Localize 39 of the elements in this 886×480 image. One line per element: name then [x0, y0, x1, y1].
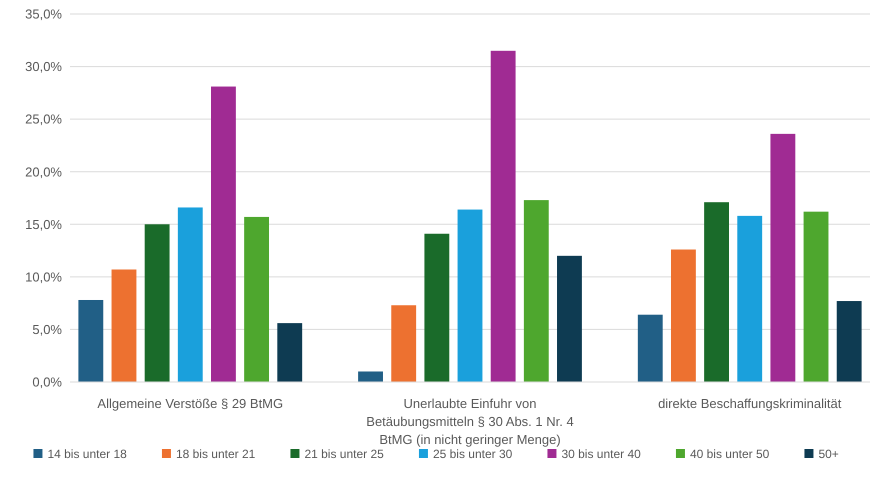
bar	[804, 212, 828, 382]
bar	[277, 323, 302, 382]
y-tick-label: 30,0%	[25, 59, 62, 74]
bar	[78, 300, 104, 382]
legend-label: 18 bis unter 21	[176, 447, 256, 461]
bar	[737, 216, 762, 382]
bar	[424, 234, 450, 382]
legend-label: 14 bis unter 18	[47, 447, 128, 461]
legend-label: 30 bis unter 40	[561, 447, 642, 461]
x-tick-label: direkte Beschaffungskriminalität	[658, 396, 842, 411]
legend-label: 50+	[818, 447, 839, 461]
bar	[704, 202, 729, 382]
y-tick-label: 10,0%	[25, 269, 62, 284]
bar	[358, 371, 383, 382]
bar	[112, 269, 136, 382]
bar	[244, 216, 270, 382]
bar	[144, 224, 170, 382]
bar	[770, 134, 796, 382]
bar	[211, 86, 236, 382]
bar	[490, 50, 516, 382]
bar	[391, 305, 416, 382]
bar	[638, 314, 663, 382]
bar	[524, 200, 549, 382]
y-tick-label: 15,0%	[25, 216, 62, 232]
bar	[670, 250, 696, 382]
y-tick-label: 5,0%	[32, 322, 62, 337]
y-tick-label: 35,0%	[25, 6, 62, 22]
legend-label: 25 bis unter 30	[432, 447, 513, 461]
x-tick-label: Allgemeine Verstöße § 29 BtMG	[97, 396, 284, 411]
bar	[557, 256, 582, 382]
y-tick-label: 20,0%	[25, 164, 62, 180]
y-tick-label: 0,0%	[32, 374, 62, 390]
y-tick-label: 25,0%	[25, 112, 62, 127]
x-tick-label: Unerlaubte Einfuhr von Betäubungsmitteln § 30 Abs. 1 Nr. 4 BtMG (in nicht geringer Menge)	[366, 396, 574, 447]
bar	[836, 301, 862, 382]
legend-label: 21 bis unter 25	[304, 447, 384, 461]
bar	[178, 207, 203, 382]
bar	[458, 210, 482, 382]
legend-label: 40 bis unter 50	[690, 447, 770, 461]
